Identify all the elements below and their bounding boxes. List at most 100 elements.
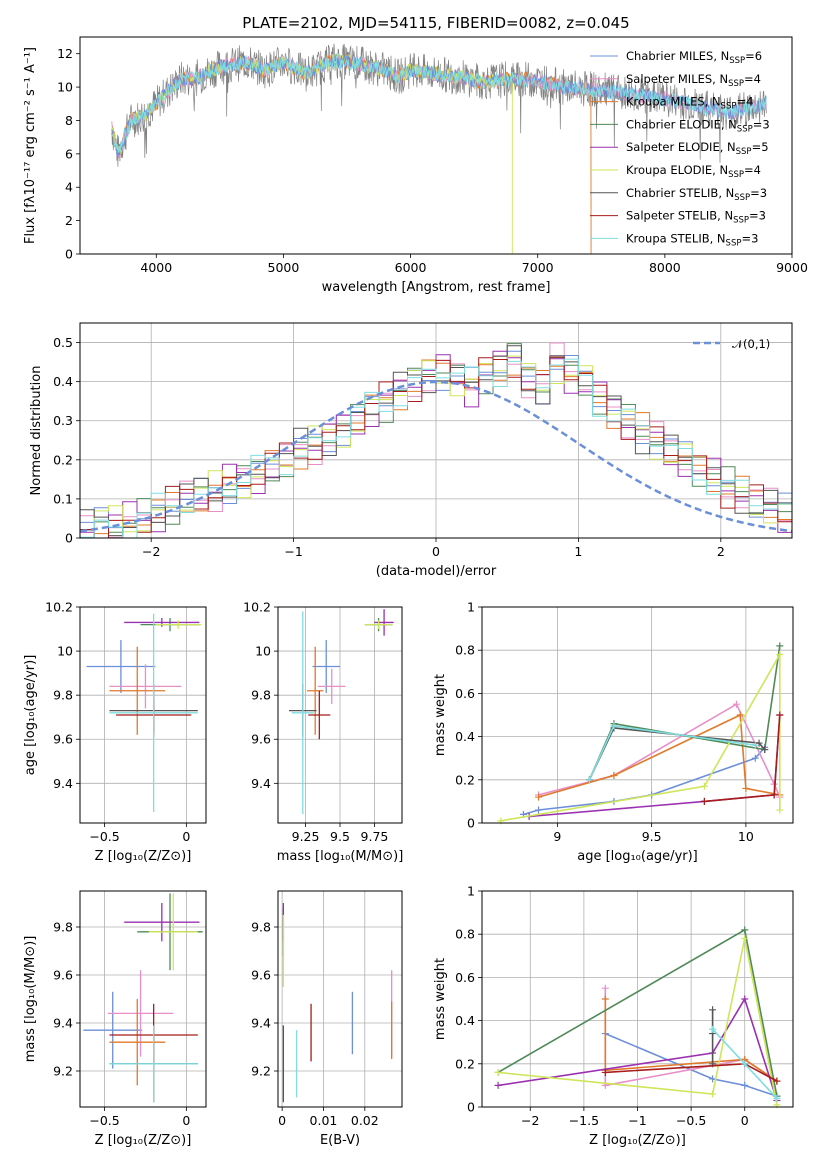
y-tick-label: 9.4: [251, 776, 271, 791]
y-tick-label: 0.2: [53, 452, 73, 467]
weight-marker-salpeter_stelib: [700, 797, 708, 805]
x-tick-label: 1: [574, 544, 582, 559]
y-tick-label: 0.2: [455, 772, 475, 787]
figure-title: PLATE=2102, MJD=54115, FIBERID=0082, z=0…: [242, 14, 629, 32]
weight-line-kroupa_elodie: [500, 651, 781, 822]
y-tick-label: 9.8: [53, 920, 73, 935]
histogram-salpeter_stelib: [80, 356, 792, 538]
y-tick-label: 9.2: [53, 1064, 73, 1079]
y-tick-label: 0: [467, 1100, 475, 1115]
x-tick-label: 5000: [268, 260, 300, 275]
x-tick-label: 9000: [776, 260, 808, 275]
weight-marker-kroupa_miles: [610, 771, 618, 779]
legend-label-kroupa_stelib: Kroupa STELIB, NSSP=3: [626, 231, 758, 248]
weight-marker-salpeter_elodie: [494, 1081, 502, 1089]
weight-marker-kroupa_miles: [742, 784, 750, 792]
x-tick-label: −0.5: [89, 829, 119, 844]
y-tick-label: 9.4: [53, 1016, 73, 1031]
y-tick-label: 0.8: [455, 643, 475, 658]
weight-marker-salpeter_elodie: [741, 995, 749, 1003]
x-tick-label: −0.5: [676, 1113, 706, 1128]
weight-marker-chabrier_stelib: [709, 1006, 717, 1014]
weight-marker-salpeter_stelib: [776, 711, 784, 719]
legend-label-kroupa_miles: Kroupa MILES, NSSP=4: [626, 95, 753, 112]
weight-marker-kroupa_stelib: [709, 1025, 717, 1033]
axes-frame: [79, 36, 793, 255]
y-tick-label: 0.6: [455, 970, 475, 985]
y-tick-label: 6: [65, 146, 73, 161]
x-tick-label: 2: [717, 544, 725, 559]
x-tick-label: 10: [738, 829, 754, 844]
y-tick-label: 10.2: [243, 600, 271, 615]
weight-marker-kroupa_elodie: [776, 806, 784, 814]
histogram-chabrier_stelib: [80, 345, 792, 537]
weight-marker-chabrier_stelib: [761, 746, 769, 754]
x-tick-label: 4000: [140, 260, 172, 275]
axes-frame: [481, 606, 794, 824]
y-tick-label: 1: [467, 884, 475, 899]
weight-marker-kroupa_miles: [736, 711, 744, 719]
weight-line-chabrier_miles: [604, 1032, 778, 1097]
x-tick-label: 9.5: [330, 829, 350, 844]
axes-frame: [481, 890, 794, 1108]
x-axis-label: mass [log₁₀(M/M⊙)]: [277, 849, 404, 864]
x-tick-label: −1.5: [569, 1113, 599, 1128]
x-axis-label: age [log₁₀(age/yr)]: [577, 849, 698, 864]
x-tick-label: 0.01: [310, 1113, 338, 1128]
gaussian-legend-label: 𝒩(0,1): [732, 337, 770, 351]
y-tick-label: 10.2: [45, 600, 73, 615]
y-axis-label: mass [log₁₀(M/M⊙)]: [23, 936, 38, 1063]
x-tick-label: 9: [553, 829, 561, 844]
y-tick-label: 10: [57, 80, 73, 95]
x-tick-label: 0: [182, 829, 190, 844]
y-tick-label: 9.6: [251, 732, 271, 747]
weight-marker-kroupa_elodie: [494, 1068, 502, 1076]
residuals-panel: −2 −1 0 1 2 0 0.1 0.2 0.3 0.4 0.5 (data-model)/erro…: [29, 322, 793, 579]
weight-marker-salpeter_stelib: [773, 1077, 781, 1085]
x-tick-label: −1: [628, 1113, 646, 1128]
x-axis-label: Z [log₁₀(Z/Z⊙)]: [95, 1133, 192, 1148]
y-tick-label: 9.8: [53, 688, 73, 703]
weight-line-kroupa_elodie: [498, 938, 778, 1105]
weight-marker-chabrier_miles: [741, 1081, 749, 1089]
y-tick-label: 9.8: [251, 920, 271, 935]
y-tick-label: 0.4: [455, 729, 475, 744]
x-axis-label: Z [log₁₀(Z/Z⊙)]: [589, 1133, 686, 1148]
weight-marker-kroupa_stelib: [585, 776, 593, 784]
y-tick-label: 9.6: [53, 732, 73, 747]
weight-line-chabrier_stelib: [588, 727, 766, 781]
x-tick-label: 9.5: [642, 829, 662, 844]
axes-frame: [277, 890, 403, 1108]
x-axis-label: (data-model)/error: [376, 564, 497, 579]
weight-marker-chabrier_elodie: [741, 926, 749, 934]
weight-marker-chabrier_miles: [751, 754, 759, 762]
x-tick-label: −1: [284, 544, 302, 559]
y-tick-label: 0.2: [455, 1056, 475, 1071]
y-tick-label: 0: [65, 531, 73, 546]
y-axis-label: Normed distribution: [29, 366, 44, 496]
weight-vs-z-panel: −2 −1.5 −1 −0.5 0 0 0.2 0.4 0.6 0.8 1 Z [log₁₀(Z/Z⊙…: [433, 884, 794, 1148]
legend-label-salpeter_stelib: Salpeter STELIB, NSSP=3: [626, 209, 766, 226]
y-axis-label: age [log₁₀(age/yr)]: [23, 655, 38, 776]
y-tick-label: 0.5: [53, 335, 73, 350]
x-tick-label: 0.02: [351, 1113, 379, 1128]
legend-label-chabrier_elodie: Chabrier ELODIE, NSSP=3: [626, 117, 770, 134]
y-axis-label: Flux [fλ10⁻¹⁷ erg cm⁻² s⁻¹ A⁻¹]: [23, 47, 38, 244]
y-tick-label: 10: [255, 644, 271, 659]
weight-marker-salpeter_stelib: [601, 1068, 609, 1076]
y-axis-label: mass weight: [433, 674, 448, 756]
mass-vs-z-panel: −0.5 0 9.2 9.4 9.6 9.8 Z [log₁₀(Z/Z⊙)] mass [lo…: [23, 890, 207, 1148]
y-tick-label: 9.4: [251, 1016, 271, 1031]
y-tick-label: 9.8: [251, 688, 271, 703]
mass-vs-ebv-panel: 0 0.01 0.02 9.2 9.4 9.6 9.8 E(B-V): [251, 890, 403, 1148]
y-tick-label: 9.2: [251, 1064, 271, 1079]
weight-vs-age-panel: 9 9.5 10 0 0.2 0.4 0.6 0.8 1 age [log₁₀(age/yr)] m…: [433, 600, 794, 864]
axes-frame: [79, 606, 207, 824]
y-tick-label: 8: [65, 113, 73, 128]
weight-marker-kroupa_elodie: [741, 935, 749, 943]
weight-marker-chabrier_elodie: [776, 642, 784, 650]
weight-line-kroupa_stelib: [588, 724, 756, 781]
x-tick-label: 9.25: [292, 829, 320, 844]
y-tick-label: 9.6: [53, 968, 73, 983]
